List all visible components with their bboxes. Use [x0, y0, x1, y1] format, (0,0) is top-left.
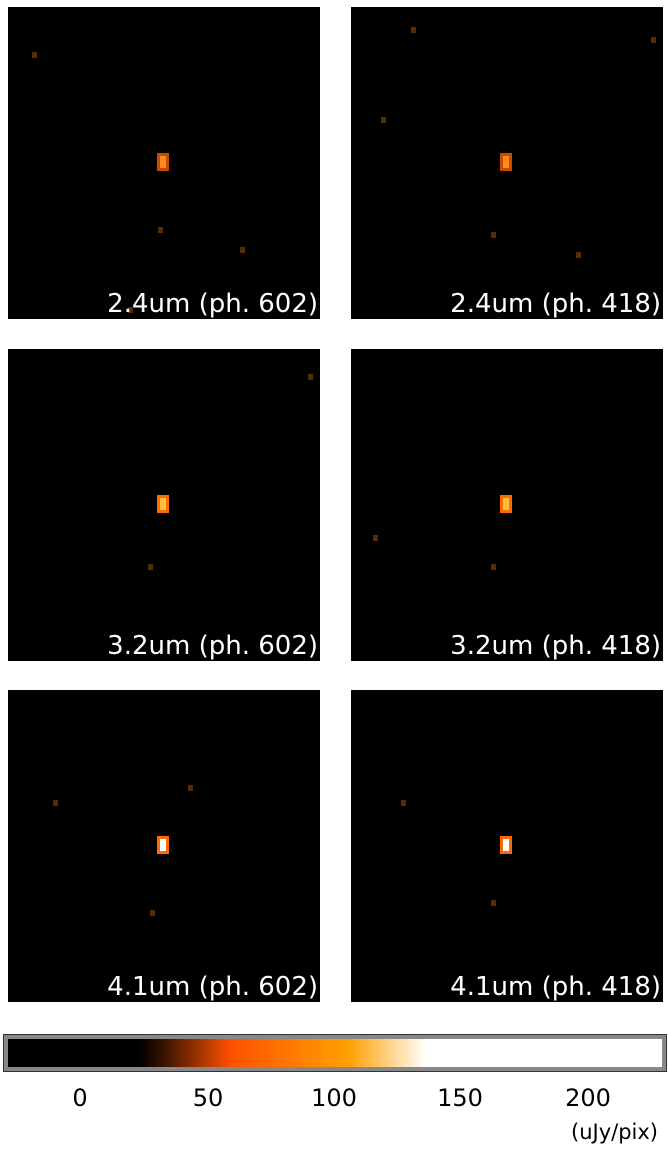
noise-speck [150, 910, 155, 916]
colorbar-unit-label: (uJy/pix) [571, 1120, 658, 1144]
colorbar-tick-label: 150 [437, 1084, 483, 1112]
noise-speck [148, 564, 153, 570]
source-core [160, 839, 166, 851]
image-panel: 3.2um (ph. 602) [8, 349, 320, 661]
image-panel: 2.4um (ph. 418) [351, 7, 663, 319]
noise-speck [401, 800, 406, 806]
noise-speck [576, 252, 581, 258]
noise-speck [651, 37, 656, 43]
colorbar [3, 1034, 667, 1072]
noise-speck [240, 247, 245, 253]
colorbar-tick-label: 200 [565, 1084, 611, 1112]
source-image [53, 785, 193, 916]
noise-speck [128, 307, 133, 313]
noise-speck [32, 52, 37, 58]
source-image [32, 52, 245, 313]
panel-label: 3.2um (ph. 602) [107, 631, 318, 661]
noise-speck [491, 900, 496, 906]
noise-speck [53, 800, 58, 806]
noise-speck [491, 232, 496, 238]
panel-label: 4.1um (ph. 602) [107, 972, 318, 1002]
noise-speck [491, 564, 496, 570]
image-panel: 3.2um (ph. 418) [351, 349, 663, 661]
source-image [381, 27, 656, 258]
noise-speck [381, 117, 386, 123]
colorbar-gradient [4, 1035, 666, 1071]
panel-label: 4.1um (ph. 418) [450, 972, 661, 1002]
image-panel: 4.1um (ph. 418) [351, 690, 663, 1002]
noise-speck [373, 535, 378, 541]
source-image [401, 800, 512, 906]
noise-speck [411, 27, 416, 33]
source-core [160, 156, 166, 168]
image-panel: 4.1um (ph. 602) [8, 690, 320, 1002]
source-image [373, 495, 512, 570]
source-core [503, 839, 509, 851]
colorbar-tick-label: 0 [72, 1084, 88, 1112]
colorbar-tick-label: 50 [192, 1084, 224, 1112]
noise-speck [188, 785, 193, 791]
source-core [503, 156, 509, 168]
panel-label: 3.2um (ph. 418) [450, 631, 661, 661]
source-core [160, 498, 166, 510]
noise-speck [308, 374, 313, 380]
panel-label: 2.4um (ph. 602) [107, 289, 318, 319]
source-core [503, 498, 509, 510]
noise-speck [158, 227, 163, 233]
image-panel: 2.4um (ph. 602) [8, 7, 320, 319]
source-image [148, 374, 313, 570]
colorbar-tick-label: 100 [311, 1084, 357, 1112]
panel-label: 2.4um (ph. 418) [450, 289, 661, 319]
